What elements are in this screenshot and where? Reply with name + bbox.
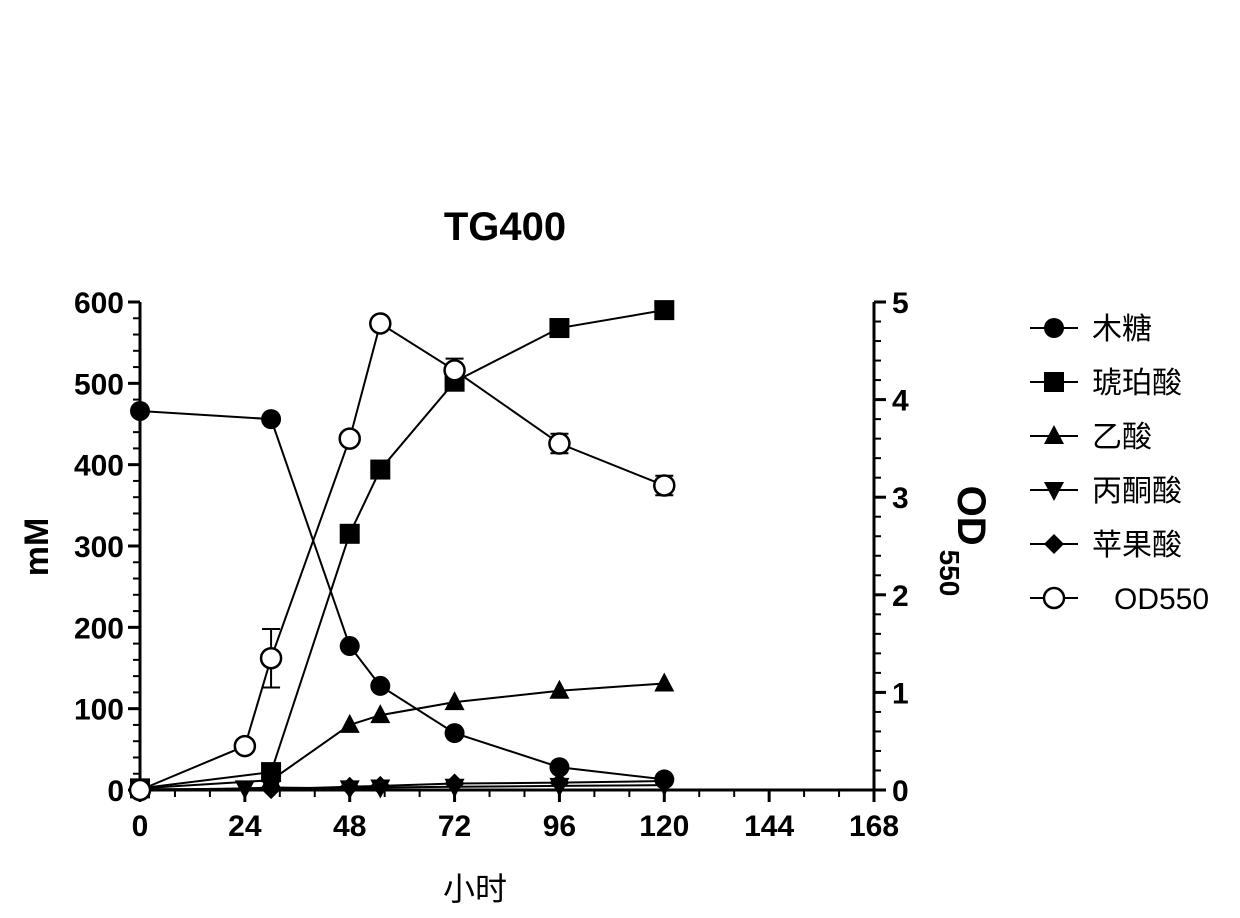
legend-label: 乙酸: [1092, 420, 1152, 455]
x-tick-label: 24: [228, 810, 262, 843]
y2-tick-label: 4: [892, 385, 909, 418]
data-point: [445, 360, 465, 380]
x-tick-label: 120: [639, 810, 689, 843]
data-point: [130, 401, 150, 421]
series-line: [140, 411, 664, 779]
legend-label: 苹果酸: [1092, 528, 1182, 563]
series-2: [130, 672, 674, 796]
data-point: [654, 475, 674, 495]
series-line: [140, 323, 664, 790]
data-point: [340, 777, 360, 797]
y2-tick-label: 1: [892, 677, 909, 710]
x-tick-label: 96: [543, 810, 576, 843]
data-point: [445, 723, 465, 743]
legend-entry: 乙酸: [1030, 420, 1152, 455]
legend-label: 丙酮酸: [1092, 474, 1182, 509]
y2-tick-label: 5: [892, 287, 909, 320]
data-point: [549, 680, 569, 699]
x-tick-label: 72: [438, 810, 471, 843]
data-point: [130, 780, 150, 800]
legend-entry: OD550: [1030, 583, 1209, 616]
data-point: [654, 300, 674, 320]
x-tick-label: 144: [744, 810, 794, 843]
x-tick-label: 48: [333, 810, 366, 843]
chart-title: TG400: [444, 205, 566, 249]
legend-label: 木糖: [1092, 312, 1152, 347]
y-tick-label: 600: [74, 287, 124, 320]
y2-tick-label: 0: [892, 775, 909, 808]
legend-label: OD550: [1114, 583, 1209, 616]
series-0: [130, 401, 674, 789]
y-tick-label: 300: [74, 531, 124, 564]
y2-tick-label: 2: [892, 580, 909, 613]
legend-marker: [1044, 318, 1064, 338]
series-line: [140, 310, 664, 788]
legend-marker: [1044, 425, 1064, 444]
y2-axis-label: OD 550: [934, 486, 993, 597]
data-point: [370, 676, 390, 696]
legend-entry: 木糖: [1030, 312, 1152, 347]
data-point: [370, 776, 390, 796]
series-1: [130, 300, 674, 798]
y-tick-label: 500: [74, 368, 124, 401]
y2-tick-label: 3: [892, 482, 909, 515]
data-point: [340, 429, 360, 449]
y2-axis-label-main: OD: [949, 486, 993, 546]
x-tick-label: 168: [849, 810, 899, 843]
legend-marker: [1044, 588, 1064, 608]
x-tick-label: 0: [132, 810, 149, 843]
y2-axis-label-sub: 550: [934, 550, 965, 597]
y-axis-label: mM: [18, 518, 56, 577]
legend-marker: [1044, 534, 1064, 554]
legend-entry: 苹果酸: [1030, 528, 1182, 563]
data-point: [340, 524, 360, 544]
data-point: [261, 409, 281, 429]
axes: 0244872961201441680100200300400500600012…: [74, 287, 909, 843]
legend-label: 琥珀酸: [1092, 366, 1182, 401]
legend: 木糖琥珀酸乙酸丙酮酸苹果酸 OD550: [1030, 312, 1209, 616]
data-point: [261, 648, 281, 668]
data-point: [370, 460, 390, 480]
svg-text:OD550: OD 550: [934, 486, 993, 597]
y-tick-label: 200: [74, 612, 124, 645]
y-tick-label: 400: [74, 450, 124, 483]
legend-marker: [1044, 372, 1064, 392]
data-point: [235, 736, 255, 756]
series-layer: [130, 300, 674, 801]
data-point: [549, 434, 569, 454]
data-point: [370, 313, 390, 333]
series-5: [130, 313, 674, 800]
y-tick-label: 0: [107, 775, 124, 808]
data-point: [340, 636, 360, 656]
data-point: [654, 672, 674, 691]
legend-entry: 琥珀酸: [1030, 366, 1182, 401]
y-tick-label: 100: [74, 694, 124, 727]
data-point: [549, 318, 569, 338]
x-axis-label: 小时: [443, 870, 507, 908]
legend-entry: 丙酮酸: [1030, 474, 1182, 509]
legend-marker: [1044, 482, 1064, 501]
